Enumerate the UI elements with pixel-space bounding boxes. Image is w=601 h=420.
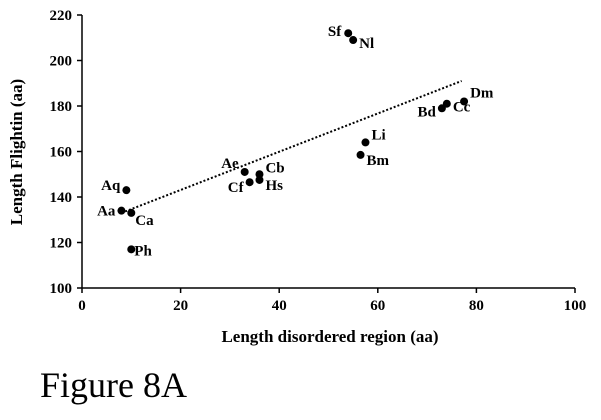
- point-label: Cf: [228, 180, 245, 196]
- x-tick-label: 80: [469, 298, 484, 314]
- point-label: Aa: [97, 204, 116, 220]
- x-tick-label: 20: [173, 298, 188, 314]
- point: [127, 208, 136, 217]
- point-label: Ca: [135, 213, 154, 229]
- point-label: Dm: [470, 85, 494, 101]
- y-tick-label: 160: [50, 145, 73, 161]
- point: [361, 138, 370, 147]
- x-tick-label: 60: [370, 298, 385, 314]
- point-label: Li: [371, 127, 385, 143]
- y-tick-label: 220: [50, 8, 73, 24]
- y-tick-label: 180: [50, 99, 73, 115]
- point: [122, 186, 131, 195]
- y-tick-label: 120: [50, 236, 73, 252]
- x-tick-label: 0: [78, 298, 86, 314]
- point-label: Bd: [418, 104, 437, 120]
- x-axis-label: Length disordered region (aa): [221, 327, 438, 346]
- point: [255, 175, 264, 184]
- point-label: Sf: [328, 24, 342, 40]
- y-axis-label: Length Flightin (aa): [7, 79, 26, 225]
- point-label: Ph: [134, 243, 152, 259]
- point: [240, 167, 249, 176]
- trendline: [121, 80, 462, 214]
- x-tick-label: 40: [272, 298, 287, 314]
- point: [255, 170, 264, 179]
- point-label: Nl: [359, 36, 374, 52]
- point: [356, 150, 365, 159]
- point: [127, 245, 136, 254]
- point-label: Hs: [265, 178, 283, 194]
- point-label: Ae: [221, 156, 239, 172]
- point: [349, 36, 358, 45]
- caption: Figure 8A: [40, 365, 187, 405]
- y-tick-label: 100: [50, 281, 73, 297]
- x-tick-label: 100: [564, 298, 587, 314]
- y-tick-label: 140: [50, 190, 73, 206]
- point: [344, 29, 353, 38]
- point-label: Aq: [101, 178, 121, 194]
- point-label: Bm: [367, 153, 390, 169]
- point: [442, 99, 451, 108]
- point-label: Cc: [453, 100, 471, 116]
- y-tick-label: 200: [50, 54, 73, 70]
- point-label: Cb: [265, 160, 284, 176]
- point: [117, 206, 126, 215]
- point: [460, 97, 469, 106]
- point: [245, 178, 254, 187]
